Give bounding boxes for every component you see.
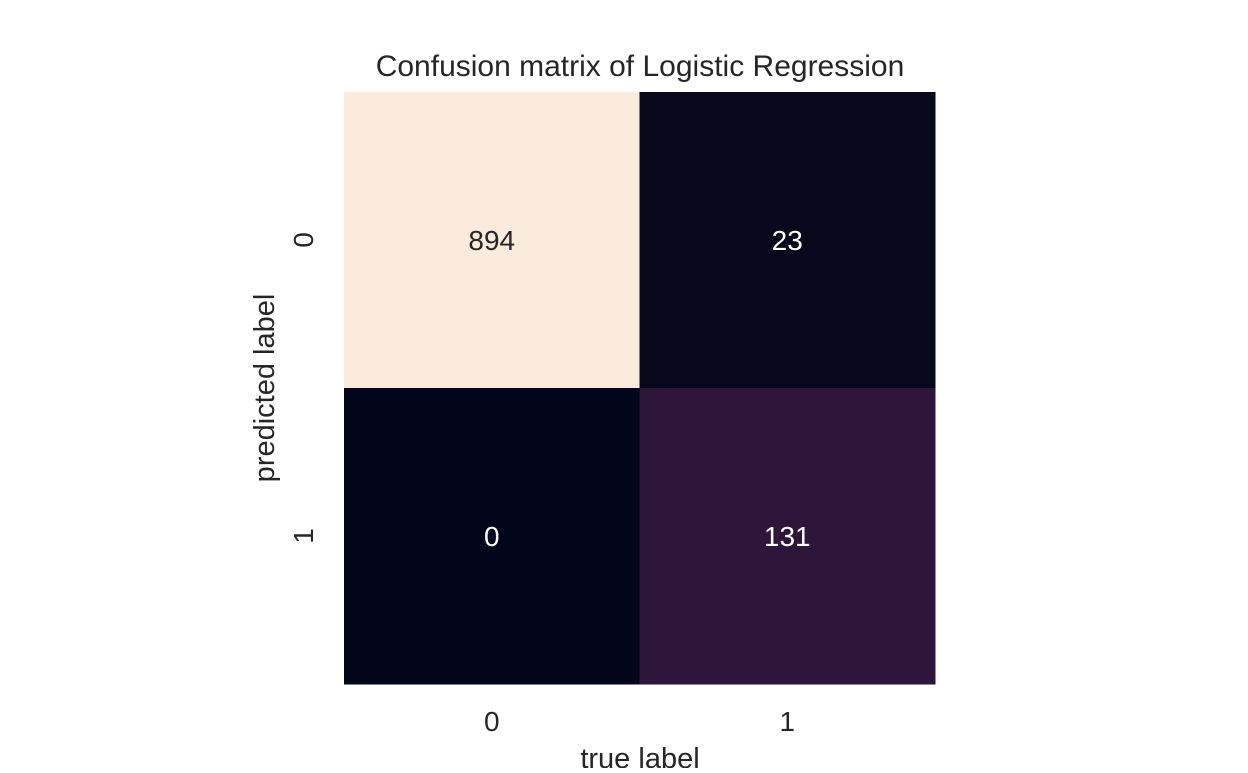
heatmap-cell-0-0 [344, 92, 640, 389]
x-tick-label: 0 [484, 706, 500, 737]
y-tick-label: 0 [288, 232, 319, 248]
heatmap-cell-1-1 [639, 388, 936, 685]
y-axis-label: predicted label [249, 294, 281, 483]
heatmap-cell-0-1 [639, 92, 936, 389]
cell-value-label-1-1: 131 [764, 521, 811, 552]
cell-value-label-0-0: 894 [468, 225, 515, 256]
y-tick-label: 1 [288, 528, 319, 544]
heatmap-cells [344, 92, 936, 685]
heatmap-annotations: 894 23 0 131 [468, 225, 810, 552]
x-axis-label: true label [580, 743, 699, 768]
x-tick-label: 1 [779, 706, 795, 737]
chart-title: Confusion matrix of Logistic Regression [376, 50, 905, 83]
cell-value-label-1-0: 0 [484, 521, 500, 552]
heatmap-cell-1-0 [344, 388, 640, 685]
y-tick-labels: 01 [288, 232, 319, 544]
cell-value-label-0-1: 23 [772, 225, 803, 256]
